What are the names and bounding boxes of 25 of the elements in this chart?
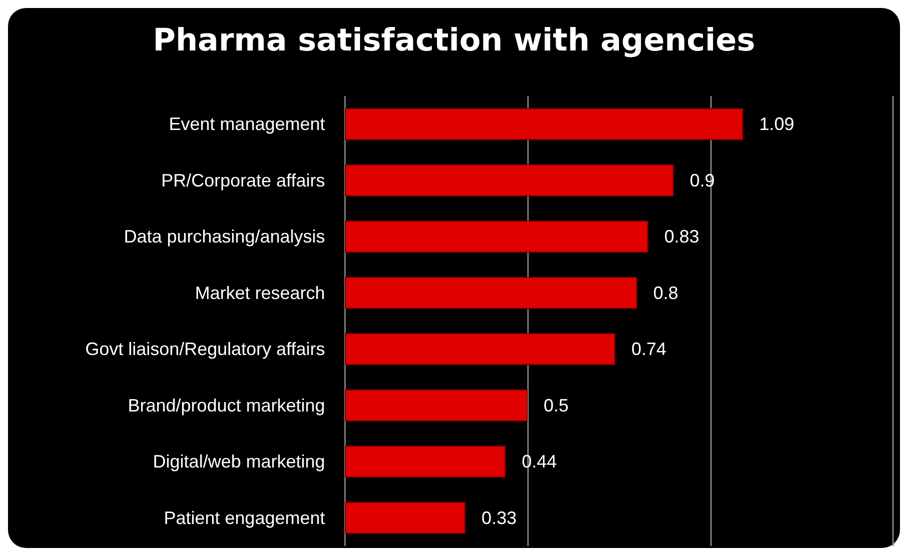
data-label: 0.74	[631, 339, 666, 360]
y-tick-label: Event management	[168, 114, 325, 134]
y-tick-label: Digital/web marketing	[152, 452, 325, 472]
y-tick-label: PR/Corporate affairs	[161, 170, 325, 190]
bar	[345, 389, 528, 422]
bar	[345, 502, 466, 534]
bar	[345, 276, 638, 309]
data-label: 0.44	[522, 452, 557, 472]
y-tick-label: Data purchasing/analysis	[124, 226, 325, 247]
bar	[345, 446, 506, 478]
data-label: 0.9	[690, 170, 715, 190]
y-tick-label: Govt liaison/Regulatory affairs	[85, 339, 325, 360]
bar	[345, 164, 674, 196]
bar	[345, 220, 648, 253]
bar	[345, 333, 616, 366]
bar	[345, 108, 744, 140]
y-tick-label: Patient engagement	[164, 508, 325, 528]
data-label: 1.09	[759, 114, 794, 134]
data-label: 0.83	[664, 226, 700, 247]
data-label: 0.5	[544, 395, 569, 416]
data-label: 0.33	[482, 508, 517, 528]
data-label: 0.8	[653, 282, 678, 303]
y-tick-label: Brand/product marketing	[128, 395, 325, 416]
chart-title: Pharma satisfaction with agencies	[152, 22, 756, 58]
y-tick-label: Market research	[194, 282, 325, 303]
